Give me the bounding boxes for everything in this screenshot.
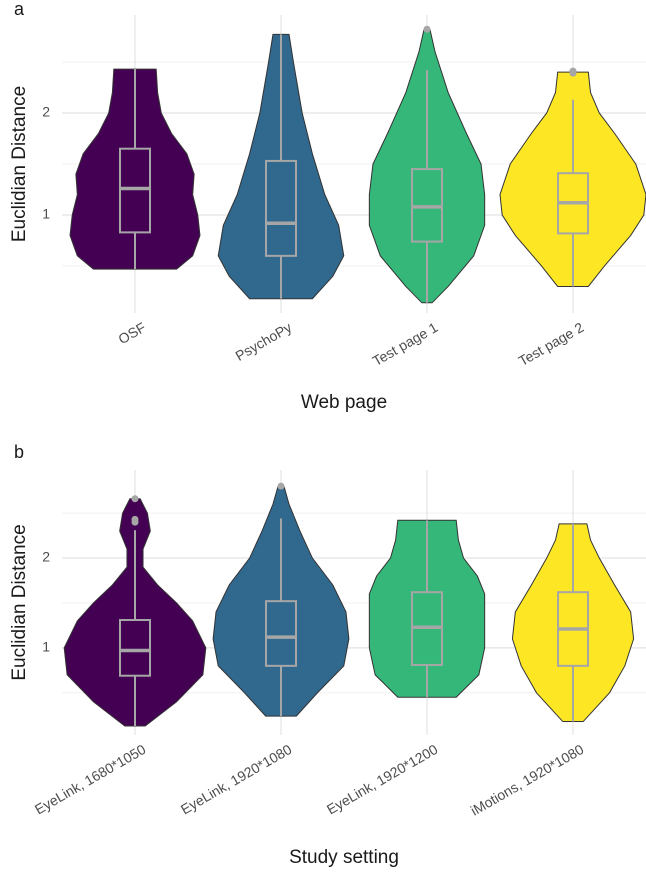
violin bbox=[217, 33, 345, 300]
x-axis-title: Study setting bbox=[289, 847, 399, 868]
box bbox=[119, 619, 151, 677]
outlier bbox=[423, 25, 431, 33]
x-tick-label: EyeLink, 1920*1200 bbox=[324, 741, 441, 818]
outlier bbox=[277, 482, 285, 490]
outlier bbox=[131, 495, 139, 503]
box bbox=[265, 159, 297, 257]
x-tick-label: EyeLink, 1920*1080 bbox=[178, 741, 295, 818]
x-tick-label: EyeLink, 1680*1050 bbox=[32, 741, 149, 818]
outlier bbox=[569, 67, 577, 75]
y-tick-label: 2 bbox=[42, 104, 50, 120]
x-tick-label: OSF bbox=[115, 319, 148, 347]
panel-tag: b bbox=[14, 442, 24, 462]
x-tick-label: iMotions, 1920*1080 bbox=[468, 741, 587, 819]
y-tick-label: 2 bbox=[42, 549, 50, 565]
y-tick-label: 1 bbox=[42, 206, 50, 222]
panel-tag: a bbox=[14, 0, 25, 19]
violin bbox=[499, 71, 646, 287]
x-tick-label: Test page 2 bbox=[516, 319, 587, 369]
violin bbox=[368, 519, 486, 698]
x-tick-label: Test page 1 bbox=[370, 319, 441, 369]
y-axis-title: Euclidian Distance bbox=[9, 524, 30, 680]
x-axis-title: Web page bbox=[301, 392, 387, 413]
violin bbox=[69, 68, 201, 270]
outlier bbox=[131, 518, 139, 526]
box bbox=[119, 147, 151, 234]
y-axis-title: Euclidian Distance bbox=[9, 86, 30, 242]
box bbox=[265, 600, 297, 667]
x-tick-label: PsychoPy bbox=[232, 319, 294, 364]
y-tick-label: 1 bbox=[42, 639, 50, 655]
violin bbox=[511, 523, 635, 723]
